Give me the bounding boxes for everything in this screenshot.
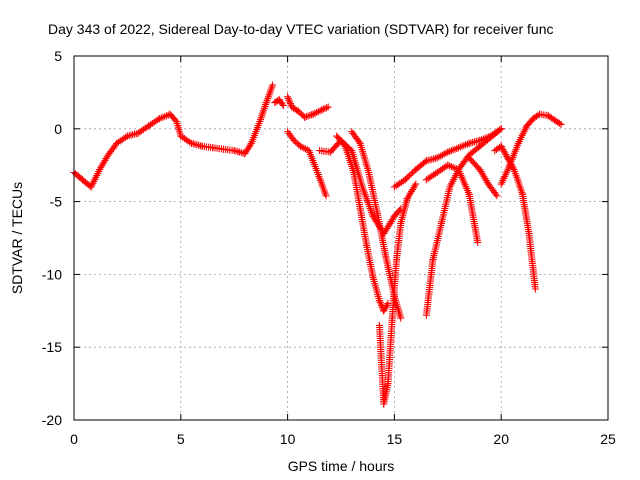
series-arc-14	[497, 110, 565, 188]
series-arc-4	[284, 128, 330, 200]
data-marks	[70, 81, 565, 408]
data-point-segment	[369, 273, 383, 305]
x-tick-label: 15	[387, 431, 403, 447]
series-arc-12	[465, 154, 501, 200]
data-point-segment	[198, 142, 217, 152]
data-point-segment	[375, 321, 388, 408]
data-point-segment	[209, 144, 227, 153]
data-point-segment	[314, 169, 330, 200]
series-arc-10	[422, 125, 505, 319]
series-arc-1	[70, 81, 277, 191]
series-arc-8	[375, 180, 420, 408]
x-tick-label: 10	[280, 431, 296, 447]
data-point-segment	[358, 183, 377, 220]
y-tick-label: -15	[42, 339, 62, 355]
series-arc-13	[491, 142, 539, 293]
data-point-segment	[380, 300, 392, 315]
data-point-segment	[388, 256, 400, 322]
series-arc-2	[271, 96, 287, 109]
series-arc-11	[422, 161, 482, 246]
data-point-segment	[87, 166, 104, 191]
data-point-segment	[363, 241, 377, 281]
data-point-segment	[437, 183, 454, 227]
plot-frame	[73, 55, 609, 421]
data-point-segment	[465, 190, 482, 246]
data-point-segment	[487, 125, 505, 141]
y-axis-label: SDTVAR / TECUs	[9, 182, 25, 294]
data-point-segment	[390, 205, 405, 220]
y-tick-label: 0	[54, 121, 62, 137]
y-tick-label: -20	[42, 412, 62, 428]
data-point-segment	[356, 139, 373, 176]
data-point-segment	[341, 142, 358, 176]
x-tick-label: 25	[600, 431, 616, 447]
series-arc-6	[333, 132, 392, 315]
data-point-segment	[510, 166, 527, 198]
data-point-segment	[365, 169, 381, 217]
data-point-segment	[275, 96, 287, 109]
data-point-segment	[484, 180, 501, 200]
data-point-segment	[422, 256, 437, 319]
grid	[74, 56, 608, 420]
y-tick-label: 5	[54, 48, 62, 64]
data-point-segment	[429, 219, 445, 264]
x-tick-label: 5	[177, 431, 185, 447]
data-point-segment	[403, 180, 420, 203]
series-arc-3	[284, 93, 332, 121]
data-point-segment	[455, 166, 473, 198]
data-point-segment	[506, 139, 522, 169]
data-point-segment	[497, 161, 514, 188]
data-point-segment	[247, 118, 264, 147]
data-point-segment	[514, 122, 531, 147]
x-tick-label: 0	[70, 431, 78, 447]
y-tick-label: -10	[42, 266, 62, 282]
chart-title: Day 343 of 2022, Sidereal Day-to-day VTE…	[48, 21, 554, 37]
data-point-segment	[519, 190, 533, 238]
data-point-segment	[262, 81, 277, 107]
x-tick-label: 20	[493, 431, 509, 447]
x-axis-label: GPS time / hours	[288, 458, 395, 474]
data-point-segment	[551, 116, 565, 128]
data-point-segment	[356, 205, 371, 249]
data-point-segment	[348, 147, 366, 191]
data-point-segment	[373, 209, 390, 261]
data-point-segment	[256, 99, 270, 125]
data-point-segment	[525, 230, 539, 293]
data-point-segment	[316, 147, 334, 156]
data-point-segment	[220, 145, 238, 155]
data-point-segment	[305, 147, 321, 176]
data-point-segment	[384, 314, 396, 388]
y-tick-label: -5	[50, 194, 63, 210]
data-point-segment	[318, 103, 332, 114]
